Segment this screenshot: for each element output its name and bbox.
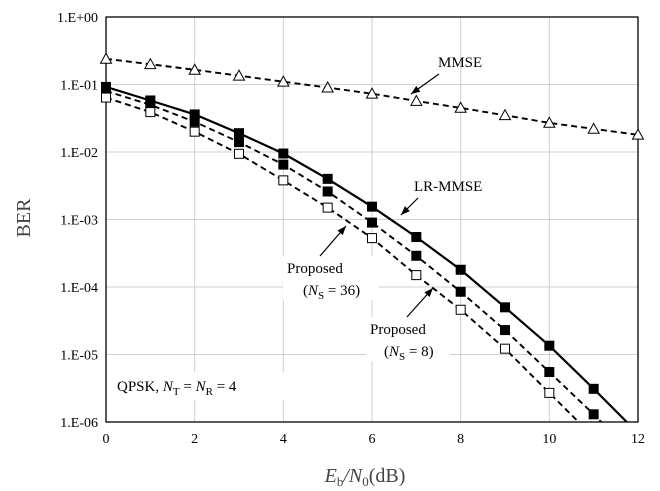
annotation-proposed8-line1: Proposed: [370, 322, 426, 338]
marker-proposed-ns-8: [145, 107, 156, 118]
marker-group: [99, 52, 645, 420]
y-tick-label: 1.E-02: [60, 146, 98, 161]
marker-proposed-ns-36: [411, 250, 422, 261]
y-tick-label: 1.E+00: [57, 11, 98, 26]
marker-proposed-ns-8: [278, 175, 289, 186]
y-tick-label: 1.E-01: [60, 79, 98, 94]
x-axis-label: Eb/N0(dB): [324, 465, 406, 489]
marker-lr-mmse: [411, 232, 422, 243]
annotation-condition: QPSK, NT = NR = 4: [117, 379, 237, 398]
marker-proposed-ns-36: [455, 286, 466, 297]
y-tick-label: 1.E-05: [60, 349, 98, 364]
marker-mmse: [321, 81, 335, 93]
marker-proposed-ns-36: [588, 409, 599, 420]
marker-proposed-ns-8: [322, 202, 333, 213]
annotation-lr-mmse: LR-MMSE: [414, 179, 482, 195]
annotation-condition-bg: [112, 372, 290, 400]
x-tick-label: 8: [457, 432, 464, 447]
x-tick-labels: 0 2 4 6 8 10 12: [103, 432, 646, 447]
marker-mmse: [232, 69, 246, 81]
marker-proposed-ns-8: [189, 126, 200, 137]
marker-lr-mmse: [455, 264, 466, 275]
marker-lr-mmse: [588, 383, 599, 394]
marker-proposed-ns-36: [189, 116, 200, 127]
arrow-mmse-head: [411, 85, 421, 94]
marker-mmse: [365, 87, 379, 99]
marker-mmse: [542, 116, 556, 128]
marker-proposed-ns-36: [544, 367, 555, 378]
marker-mmse: [498, 108, 512, 121]
annotation-proposed36-line2: (NS = 36): [303, 283, 360, 302]
marker-proposed-ns-8: [455, 304, 466, 315]
marker-proposed-ns-8: [544, 387, 555, 398]
annotation-proposed8-line2: (NS = 8): [384, 344, 434, 363]
marker-mmse: [409, 94, 423, 106]
y-tick-labels: 1.E+00 1.E-01 1.E-02 1.E-03 1.E-04 1.E-05 1.E-…: [57, 11, 98, 431]
annotation-proposed36-line1: Proposed: [287, 261, 343, 277]
marker-proposed-ns-8: [500, 343, 510, 354]
marker-lr-mmse: [500, 302, 510, 313]
annotation-arrows: [319, 73, 440, 318]
x-tick-label: 4: [280, 432, 287, 447]
marker-proposed-ns-36: [278, 159, 289, 170]
arrow-proposed8-head: [424, 288, 433, 298]
y-axis-label: BER: [13, 198, 35, 238]
arrow-lr-mmse-head: [401, 206, 410, 215]
marker-lr-mmse: [322, 173, 333, 184]
marker-proposed-ns-8: [101, 92, 111, 103]
marker-mmse: [188, 63, 202, 75]
y-tick-label: 1.E-03: [60, 214, 98, 229]
marker-mmse: [276, 75, 290, 87]
marker-mmse: [99, 52, 113, 64]
marker-lr-mmse: [234, 128, 244, 139]
annotation-proposed8-bg: [366, 317, 450, 361]
marker-mmse: [143, 57, 157, 70]
marker-proposed-ns-8: [411, 270, 422, 281]
marker-mmse: [454, 101, 468, 113]
plot-frame: [105, 16, 639, 423]
annotation-mmse: MMSE: [438, 55, 482, 71]
x-tick-label: 6: [369, 432, 376, 447]
x-tick-label: 2: [191, 432, 198, 447]
marker-proposed-ns-36: [367, 217, 377, 228]
marker-mmse: [631, 128, 645, 140]
marker-lr-mmse: [367, 201, 377, 212]
marker-proposed-ns-8: [367, 233, 377, 244]
x-tick-label: 10: [542, 432, 556, 447]
marker-proposed-ns-8: [234, 148, 244, 159]
x-tick-label: 0: [103, 432, 110, 447]
marker-mmse: [587, 122, 601, 134]
marker-lr-mmse: [278, 148, 289, 159]
marker-lr-mmse: [544, 340, 555, 351]
x-tick-label: 12: [631, 432, 645, 447]
annotation-proposed36-bg: [283, 256, 379, 300]
marker-proposed-ns-36: [234, 137, 244, 148]
marker-proposed-ns-36: [500, 325, 510, 336]
y-tick-label: 1.E-06: [60, 416, 98, 431]
marker-proposed-ns-36: [322, 186, 333, 197]
y-tick-label: 1.E-04: [60, 281, 98, 296]
arrow-proposed36-head: [337, 226, 346, 236]
